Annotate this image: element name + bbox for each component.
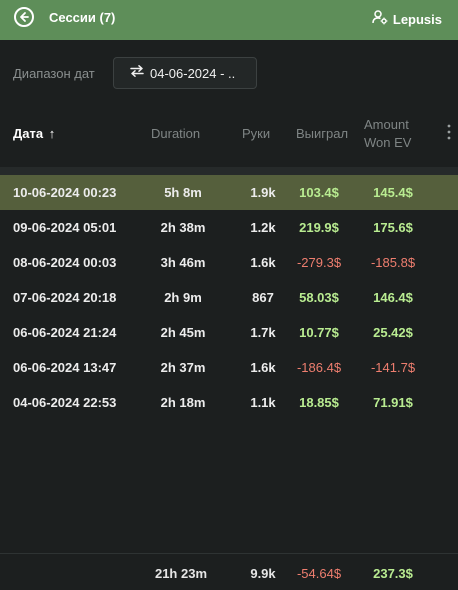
- table-row[interactable]: 08-06-2024 00:03 3h 46m 1.6k -279.3$ -185.8$: [0, 245, 458, 280]
- column-header-won[interactable]: Выиграл: [296, 126, 349, 141]
- row-ev: 71.91$: [373, 395, 413, 410]
- user-name: Lepusis: [392, 12, 442, 27]
- page-title: Сессии (7): [49, 10, 116, 25]
- column-header-duration[interactable]: Duration: [151, 126, 201, 141]
- table-row[interactable]: 07-06-2024 20:18 2h 9m 867 58.03$ 146.4$: [0, 280, 458, 315]
- row-won: 58.03$: [299, 290, 339, 305]
- session-table-body: 10-06-2024 00:23 5h 8m 1.9k 103.4$ 145.4$ 09-…: [0, 175, 458, 420]
- row-duration: 5h 8m: [164, 185, 202, 200]
- row-won: 219.9$: [299, 220, 339, 235]
- row-ev: 25.42$: [373, 325, 413, 340]
- row-hands: 867: [252, 290, 274, 305]
- column-header-date-label: Дата: [13, 126, 44, 141]
- table-row[interactable]: 09-06-2024 05:01 2h 38m 1.2k 219.9$ 175.6$: [0, 210, 458, 245]
- row-hands: 1.6k: [250, 255, 276, 270]
- row-date: 06-06-2024 13:47: [13, 360, 117, 375]
- sort-ascending-icon: ↑: [48, 126, 56, 141]
- back-arrow-circle-icon[interactable]: [14, 7, 34, 27]
- row-date: 10-06-2024 00:23: [13, 185, 117, 200]
- row-won: 10.77$: [299, 325, 339, 340]
- row-duration: 3h 46m: [160, 255, 206, 270]
- table-row[interactable]: 10-06-2024 00:23 5h 8m 1.9k 103.4$ 145.4$: [0, 175, 458, 210]
- app-header: Сессии (7) Lepusis: [0, 0, 458, 40]
- date-range-label: Диапазон дат: [13, 66, 95, 81]
- row-ev: -185.8$: [370, 255, 416, 270]
- column-header-ev[interactable]: Amount Won EV: [364, 116, 411, 152]
- row-ev: 146.4$: [373, 290, 413, 305]
- swap-arrows-icon: [130, 64, 144, 82]
- row-date: 08-06-2024 00:03: [13, 255, 117, 270]
- row-ev: 175.6$: [373, 220, 413, 235]
- header-divider: [0, 167, 458, 175]
- table-row[interactable]: 06-06-2024 13:47 2h 37m 1.6k -186.4$ -141.7$: [0, 350, 458, 385]
- row-date: 09-06-2024 05:01: [13, 220, 117, 235]
- row-duration: 2h 45m: [160, 325, 206, 340]
- row-hands: 1.7k: [250, 325, 276, 340]
- row-won: -279.3$: [296, 255, 342, 270]
- row-hands: 1.9k: [250, 185, 276, 200]
- user-menu[interactable]: Lepusis: [372, 9, 442, 30]
- user-gear-icon: [372, 9, 388, 30]
- total-won: -54.64$: [296, 566, 342, 581]
- total-duration: 21h 23m: [154, 566, 208, 581]
- row-ev: -141.7$: [370, 360, 416, 375]
- totals-row: 21h 23m 9.9k -54.64$ 237.3$: [0, 554, 458, 590]
- row-hands: 1.6k: [250, 360, 276, 375]
- total-ev: 237.3$: [373, 566, 413, 581]
- row-duration: 2h 18m: [160, 395, 206, 410]
- date-range-value: 04-06-2024 - ..: [150, 65, 236, 81]
- row-won: -186.4$: [296, 360, 342, 375]
- row-hands: 1.1k: [250, 395, 276, 410]
- column-header-date[interactable]: Дата ↑: [13, 126, 55, 141]
- row-duration: 2h 37m: [160, 360, 206, 375]
- date-range-button[interactable]: 04-06-2024 - ..: [113, 57, 257, 89]
- column-header-ev-line2: Won EV: [364, 135, 412, 150]
- row-won: 103.4$: [299, 185, 339, 200]
- row-duration: 2h 9m: [164, 290, 202, 305]
- column-header-ev-line1: Amount: [364, 117, 409, 132]
- kebab-menu-icon[interactable]: [447, 124, 451, 140]
- row-date: 07-06-2024 20:18: [13, 290, 117, 305]
- row-hands: 1.2k: [250, 220, 276, 235]
- row-ev: 145.4$: [373, 185, 413, 200]
- footer-divider: [0, 553, 458, 554]
- table-row[interactable]: 04-06-2024 22:53 2h 18m 1.1k 18.85$ 71.91$: [0, 385, 458, 420]
- column-header-hands[interactable]: Руки: [242, 126, 271, 141]
- total-hands: 9.9k: [250, 566, 276, 581]
- table-row[interactable]: 06-06-2024 21:24 2h 45m 1.7k 10.77$ 25.42$: [0, 315, 458, 350]
- row-duration: 2h 38m: [160, 220, 206, 235]
- row-date: 06-06-2024 21:24: [13, 325, 117, 340]
- row-won: 18.85$: [299, 395, 339, 410]
- row-date: 04-06-2024 22:53: [13, 395, 117, 410]
